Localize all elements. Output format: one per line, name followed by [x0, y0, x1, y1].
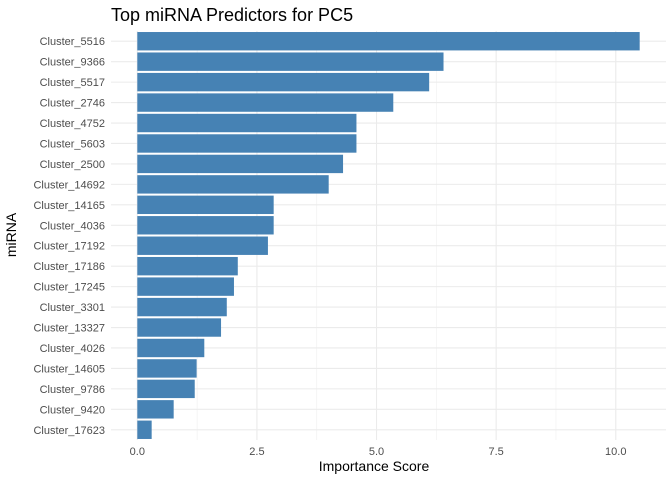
y-tick-label: Cluster_9786: [40, 384, 105, 396]
bar: [137, 134, 357, 153]
bar: [137, 72, 430, 92]
grid-lines: [111, 31, 666, 440]
y-tick-labels: Cluster_5516 Cluster_9366 Cluster_5517 Clus…: [33, 36, 105, 437]
bar: [137, 32, 640, 51]
y-tick-label: Cluster_2500: [40, 159, 105, 171]
bar: [137, 338, 205, 358]
y-tick-label: Cluster_14605: [33, 363, 105, 375]
bar: [137, 175, 329, 194]
bar: [137, 400, 174, 419]
x-tick-label: 2.5: [249, 446, 264, 458]
y-tick-label: Cluster_5516: [40, 36, 105, 48]
bar: [137, 318, 222, 337]
bar: [137, 379, 195, 399]
x-tick-label: 7.5: [489, 446, 504, 458]
y-tick-label: Cluster_5603: [40, 138, 105, 150]
y-tick-label: Cluster_9366: [40, 57, 105, 69]
x-tick-label: 0.0: [130, 446, 145, 458]
bar: [137, 359, 197, 378]
bars: [137, 32, 640, 439]
y-tick-label: Cluster_13327: [33, 323, 105, 335]
y-tick-label: Cluster_17192: [33, 241, 105, 253]
y-tick-label: Cluster_17186: [33, 261, 105, 273]
bar: [137, 93, 394, 112]
y-tick-label: Cluster_14692: [33, 179, 105, 191]
bar: [137, 236, 268, 255]
x-tick-labels: 0.0 2.5 5.0 7.5 10.0: [130, 446, 627, 458]
x-tick-label: 5.0: [369, 446, 384, 458]
chart-title: Top miRNA Predictors for PC5: [111, 5, 353, 25]
bar: [137, 277, 234, 296]
x-axis-title: Importance Score: [319, 458, 430, 474]
y-tick-label: Cluster_14165: [33, 200, 105, 212]
bar: [137, 52, 444, 71]
bar: [137, 154, 344, 174]
y-tick-label: Cluster_17623: [33, 425, 105, 437]
bar: [137, 195, 274, 215]
y-tick-label: Cluster_4036: [40, 220, 105, 232]
bar: [137, 113, 357, 133]
x-tick-label: 10.0: [605, 446, 626, 458]
bar: [137, 256, 238, 276]
bar: [137, 216, 274, 235]
y-axis-title: miRNA: [3, 212, 19, 257]
y-tick-label: Cluster_3301: [40, 302, 105, 314]
bar: [137, 420, 152, 439]
y-tick-label: Cluster_9420: [40, 404, 105, 416]
y-tick-label: Cluster_17245: [33, 282, 105, 294]
y-tick-label: Cluster_2746: [40, 98, 105, 110]
y-tick-label: Cluster_4026: [40, 343, 105, 355]
y-tick-label: Cluster_5517: [40, 77, 105, 89]
y-tick-label: Cluster_4752: [40, 118, 105, 130]
bar: [137, 297, 227, 317]
